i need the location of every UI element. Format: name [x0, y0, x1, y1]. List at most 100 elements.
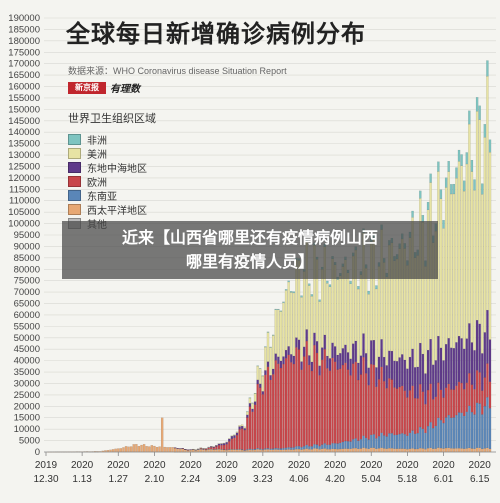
bar-segment [328, 444, 332, 450]
bar-segment [460, 448, 463, 453]
y-tick-label: 65000 [14, 299, 40, 310]
bar-segment [424, 449, 427, 453]
y-tick-label: 105000 [8, 207, 40, 218]
bar-segment [173, 447, 177, 453]
bar-segment [246, 414, 249, 418]
brand-script-logo: 有理数 [110, 84, 140, 95]
bar-segment [271, 334, 275, 336]
y-tick-label: 125000 [8, 161, 40, 172]
bar-segment [130, 446, 133, 453]
x-tick-year: 2019 [35, 460, 58, 471]
bar-segment [235, 435, 239, 450]
bar-segment [473, 448, 476, 453]
bar-segment [243, 428, 246, 431]
bar-segment [401, 354, 404, 386]
y-tick-label: 75000 [14, 276, 40, 287]
bar-segment [287, 280, 290, 283]
bar-segment [364, 448, 368, 453]
bar-segment [463, 180, 466, 192]
bar-segment [406, 435, 409, 450]
bar-segment [271, 335, 275, 370]
bar-segment [370, 340, 373, 365]
bar-segment [344, 344, 347, 363]
bar-segment [210, 448, 213, 453]
x-tick-year: 2020 [288, 460, 311, 471]
y-tick-label: 80000 [14, 264, 40, 275]
bar-segment [421, 391, 425, 429]
bar-segment [321, 269, 324, 348]
legend-swatch [68, 161, 81, 173]
bar-segment [372, 340, 376, 365]
bar-segment [437, 382, 440, 418]
bar-segment [398, 357, 401, 388]
bar-segment [382, 448, 386, 453]
bar-segment [256, 365, 259, 380]
x-tick-year: 2020 [324, 460, 347, 471]
bar-segment [426, 389, 430, 427]
legend-title: 世界卫生组织区域 [68, 112, 156, 125]
bar-segment [339, 368, 342, 443]
bar-segment [246, 417, 249, 450]
bar-segment [310, 370, 314, 447]
bar-segment [432, 364, 435, 400]
bar-segment [274, 353, 277, 361]
bar-segment [271, 448, 275, 450]
bar-segment [256, 383, 259, 449]
bar-segment [315, 444, 319, 449]
bar-segment [486, 397, 489, 449]
bar-segment [163, 446, 166, 453]
bar-segment [377, 448, 381, 453]
chart-title: 全球每日新增确诊病例分布 [66, 20, 366, 48]
bar-segment [465, 448, 468, 453]
bar-segment [284, 447, 288, 450]
bar-segment [344, 448, 347, 453]
bar-series [47, 60, 492, 453]
bar-segment [313, 344, 316, 445]
legend-label: 美洲 [87, 149, 107, 161]
bar-segment [241, 428, 244, 450]
y-tick-label: 15000 [14, 413, 40, 424]
bar-segment [460, 154, 463, 166]
bar-segment [437, 161, 440, 172]
bar-segment [385, 276, 388, 366]
bar-segment [300, 447, 303, 450]
bar-segment [473, 190, 476, 351]
bar-segment [403, 390, 406, 435]
bar-segment [344, 362, 347, 442]
bar-segment [413, 367, 417, 399]
bar-segment [465, 152, 468, 165]
bar-segment [395, 434, 399, 449]
bar-segment [308, 285, 311, 356]
bar-segment [367, 367, 370, 386]
bar-segment [336, 369, 339, 444]
bar-segment [135, 444, 138, 453]
bar-segment [300, 369, 303, 448]
bar-segment [331, 357, 334, 444]
bar-segment [465, 338, 468, 383]
bar-segment [295, 446, 298, 450]
bar-segment [326, 283, 329, 357]
bar-segment [463, 389, 466, 417]
bar-segment [310, 446, 314, 450]
x-tick-year: 2020 [396, 460, 419, 471]
x-tick-day: 5.18 [398, 474, 418, 485]
bar-segment [269, 375, 272, 381]
bar-segment [248, 397, 252, 404]
bar-segment [447, 161, 450, 172]
bar-segment [346, 352, 350, 370]
bar-segment [357, 379, 360, 441]
bar-segment [264, 374, 267, 449]
bar-segment [256, 379, 259, 385]
bar-segment [413, 448, 417, 453]
bar-segment [333, 346, 337, 362]
bar-segment [486, 363, 489, 398]
bar-segment [385, 388, 388, 437]
bar-segment [429, 173, 432, 183]
y-tick-label: 95000 [14, 230, 40, 241]
x-tick-day: 2.10 [145, 474, 165, 485]
bar-segment [274, 309, 277, 354]
legend-swatch [68, 147, 81, 159]
bar-segment [424, 373, 427, 405]
bar-segment [225, 444, 228, 450]
bar-segment [259, 448, 262, 450]
